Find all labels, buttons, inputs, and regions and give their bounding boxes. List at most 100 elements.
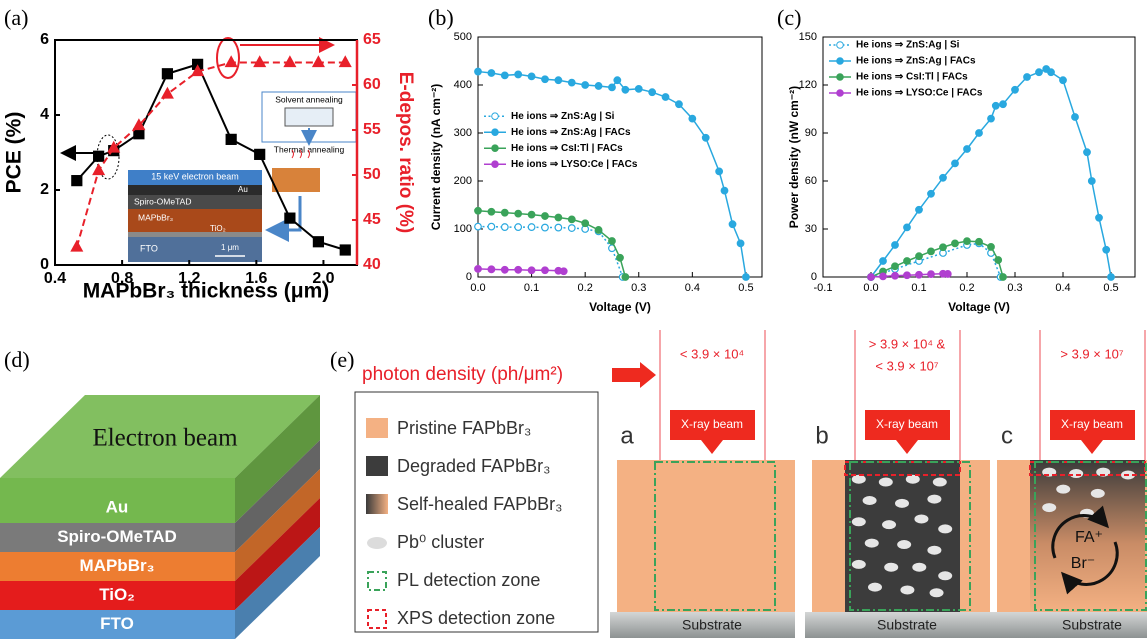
chart: 0.00.10.20.30.40.50100200300400500Voltag… — [429, 31, 762, 314]
pb-cluster — [1069, 469, 1083, 478]
marker — [964, 238, 971, 245]
marker — [285, 213, 295, 223]
marker — [582, 220, 589, 227]
legend-label: He ions ⇒ ZnS:Ag | Si — [856, 40, 960, 51]
legend-label: XPS detection zone — [397, 608, 555, 628]
legend-marker — [492, 145, 499, 152]
inset-image: 15 keV electron beam Au Spiro-OMeTAD MAP… — [62, 38, 356, 262]
panel-label: (d) — [4, 347, 30, 372]
marker — [729, 221, 736, 228]
marker — [609, 84, 616, 91]
marker — [568, 216, 575, 223]
marker — [743, 274, 750, 281]
x-tick-label: 0.3 — [1007, 282, 1022, 294]
legend-label: He ions ⇒ CsI:Tl | FACs — [856, 72, 968, 83]
inset-layer-label: Au — [238, 185, 248, 194]
legend-marker — [492, 161, 499, 168]
beam-label: X-ray beam — [876, 417, 938, 431]
marker — [940, 244, 947, 251]
pb-cluster — [1042, 503, 1056, 512]
inset-layer-label: MAPbBr₃ — [138, 212, 173, 222]
x-axis-label: Voltage (V) — [589, 300, 651, 314]
marker — [475, 207, 482, 214]
legend-label: Self-healed FAPbBr₃ — [397, 494, 562, 514]
film-icon — [272, 168, 320, 192]
legend-marker — [837, 90, 844, 97]
dose-label: < 3.9 × 10⁷ — [875, 358, 939, 373]
marker — [555, 214, 562, 221]
y-tick-label: 0 — [811, 271, 817, 283]
y-axis-label: Power density (nW cm⁻²) — [787, 86, 801, 228]
substrate-label: Substrate — [877, 617, 937, 633]
marker — [71, 241, 82, 251]
y2-tick-label: 40 — [363, 256, 381, 273]
pb-cluster — [900, 585, 914, 594]
y-tick-label: 150 — [799, 31, 817, 43]
x-tick-label: 0.0 — [470, 282, 485, 294]
marker — [649, 89, 656, 96]
marker — [868, 274, 875, 281]
y-tick-label: 0 — [466, 271, 472, 283]
panel-label: (c) — [777, 5, 801, 30]
layer-label: FTO — [100, 614, 134, 633]
stack-top-label: Electron beam — [92, 425, 238, 452]
marker — [515, 267, 522, 274]
y-axis-label: Current density (nA cm⁻²) — [429, 84, 443, 231]
legend-marker — [492, 129, 499, 136]
marker — [721, 187, 728, 194]
marker — [928, 271, 935, 278]
marker — [94, 151, 104, 161]
legend-label: He ions ⇒ ZnS:Ag | FACs — [856, 56, 976, 67]
y-tick-label: 2 — [40, 181, 49, 198]
legend-swatch — [367, 537, 387, 549]
marker — [340, 245, 350, 255]
legend-swatch — [366, 418, 388, 438]
x-tick-label: 0.4 — [1055, 282, 1070, 294]
y-tick-label: 4 — [40, 106, 49, 123]
marker — [162, 88, 173, 98]
beam-label: X-ray beam — [681, 417, 743, 431]
marker — [555, 77, 562, 84]
inset-layer-label: TiO₂ — [210, 224, 226, 233]
marker — [904, 258, 911, 265]
marker — [945, 271, 952, 278]
pristine-region — [617, 460, 795, 612]
pb-cluster — [912, 563, 926, 572]
column-letter: b — [815, 422, 828, 449]
marker — [501, 224, 508, 231]
marker — [1048, 69, 1055, 76]
marker — [501, 267, 508, 274]
marker — [528, 267, 535, 274]
marker — [595, 83, 602, 90]
marker — [1096, 215, 1103, 222]
y-tick-label: 500 — [454, 31, 472, 43]
marker — [488, 208, 495, 215]
x-tick-label: -0.1 — [814, 282, 833, 294]
marker — [622, 274, 629, 281]
pb-cluster — [1091, 489, 1105, 498]
y-tick-label: 0 — [40, 256, 49, 273]
marker — [475, 223, 482, 230]
marker — [568, 225, 575, 232]
x-axis-label: MAPbBr₃ thickness (μm) — [83, 280, 330, 303]
marker — [1012, 87, 1019, 94]
marker — [916, 253, 923, 260]
solvent-label: Solvent annealing — [275, 94, 343, 104]
legend-marker — [837, 58, 844, 65]
pb-cluster — [933, 478, 947, 487]
marker — [1084, 149, 1091, 156]
marker — [313, 237, 323, 247]
marker — [555, 224, 562, 231]
pb-cluster — [930, 588, 944, 597]
x-axis-label: Voltage (V) — [948, 300, 1010, 314]
ion-label: FA⁺ — [1075, 529, 1103, 546]
layer-label: MAPbBr₃ — [80, 556, 155, 575]
marker — [595, 227, 602, 234]
marker — [515, 71, 522, 78]
layer-label: TiO₂ — [99, 585, 135, 604]
marker — [515, 210, 522, 217]
annotation-oval — [217, 38, 239, 78]
pb-cluster — [882, 520, 896, 529]
x-tick-label: 0.4 — [685, 282, 700, 294]
